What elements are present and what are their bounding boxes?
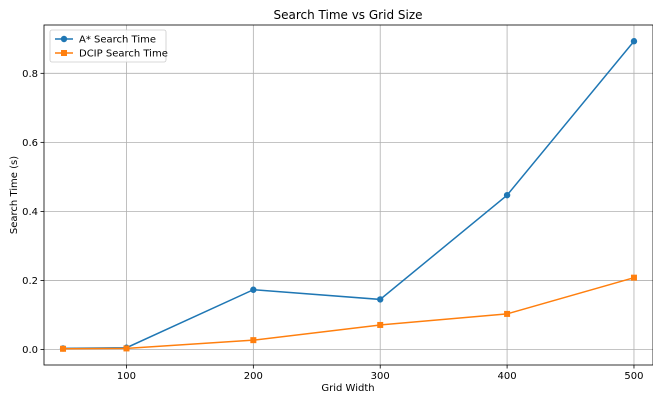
legend-marker-square bbox=[61, 50, 67, 56]
plot-frame bbox=[43, 24, 653, 366]
x-tick-label: 100 bbox=[117, 371, 136, 382]
grid-layer bbox=[44, 25, 653, 365]
y-tick-label: 0.6 bbox=[22, 138, 38, 149]
data-point-circle bbox=[630, 38, 638, 45]
x-tick-label: 400 bbox=[498, 371, 517, 382]
legend-box bbox=[49, 29, 167, 63]
data-point-square bbox=[250, 337, 257, 344]
legend-label: DCIP Search Time bbox=[79, 49, 168, 60]
data-point-circle bbox=[250, 286, 257, 293]
data-point-square bbox=[123, 345, 130, 352]
y-tick-label: 0.0 bbox=[22, 345, 38, 356]
y-axis-label: Search Time (s) bbox=[9, 156, 20, 234]
legend-label: A* Search Time bbox=[79, 35, 156, 46]
y-tick-label: 0.8 bbox=[22, 69, 38, 80]
y-tick-label: 0.4 bbox=[22, 207, 38, 218]
chart-title: Search Time vs Grid Size bbox=[273, 8, 422, 22]
data-point-circle bbox=[503, 191, 511, 199]
x-tick-label: 500 bbox=[624, 371, 643, 382]
x-tick-label: 300 bbox=[371, 371, 390, 382]
legend: A* Search Time DCIP Search Time bbox=[49, 29, 168, 63]
data-point-circle bbox=[377, 296, 384, 303]
y-tick-label: 0.2 bbox=[22, 276, 38, 287]
data-point-square bbox=[630, 274, 637, 281]
data-point-square bbox=[377, 321, 384, 328]
series-line-2 bbox=[63, 276, 635, 350]
series-layer bbox=[59, 38, 638, 352]
x-axis-label: Grid Width bbox=[321, 383, 374, 394]
data-point-square bbox=[504, 310, 511, 317]
legend-marker-circle bbox=[60, 35, 68, 43]
data-point-square bbox=[60, 345, 67, 352]
x-tick-label: 200 bbox=[244, 371, 263, 382]
tick-layer: 100 200 300 400 500 0.0 0.2 0.4 0.6 0.8 bbox=[22, 69, 643, 382]
